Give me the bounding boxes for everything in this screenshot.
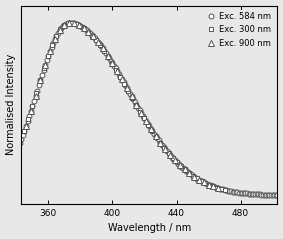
Exc. 900 nm [67, 21, 71, 24]
Exc. 900 nm [72, 22, 76, 25]
Exc. 900 nm [130, 95, 133, 98]
Exc. 900 nm [192, 175, 196, 178]
Exc. 900 nm [197, 178, 201, 181]
Line: Exc. 584 nm: Exc. 584 nm [17, 20, 280, 197]
Exc. 900 nm [173, 159, 177, 162]
Exc. 900 nm [48, 50, 52, 53]
Exc. 900 nm [212, 185, 215, 188]
Exc. 900 nm [91, 35, 95, 38]
Exc. 900 nm [44, 64, 47, 66]
Y-axis label: Normalised Intensity: Normalised Intensity [6, 54, 16, 155]
Exc. 900 nm [144, 120, 148, 122]
Exc. 300 nm [71, 22, 74, 25]
Exc. 900 nm [77, 24, 80, 27]
Exc. 584 nm [103, 49, 106, 52]
Exc. 900 nm [87, 30, 90, 33]
Exc. 900 nm [106, 54, 109, 57]
Exc. 900 nm [82, 27, 85, 29]
Exc. 300 nm [23, 129, 26, 132]
Exc. 300 nm [159, 141, 162, 144]
Line: Exc. 300 nm: Exc. 300 nm [22, 21, 227, 192]
Exc. 900 nm [29, 110, 33, 113]
Exc. 584 nm [18, 142, 21, 145]
Exc. 584 nm [189, 173, 193, 176]
Line: Exc. 900 nm: Exc. 900 nm [23, 20, 221, 191]
Exc. 900 nm [149, 127, 153, 130]
Exc. 900 nm [125, 87, 128, 89]
Exc. 900 nm [154, 135, 157, 137]
Exc. 300 nm [223, 188, 226, 191]
Exc. 584 nm [224, 189, 228, 192]
Exc. 900 nm [58, 29, 61, 32]
X-axis label: Wavelength / nm: Wavelength / nm [108, 223, 191, 234]
Exc. 300 nm [87, 30, 90, 33]
Exc. 900 nm [101, 47, 104, 50]
Exc. 900 nm [115, 70, 119, 73]
Exc. 900 nm [168, 153, 172, 156]
Exc. 900 nm [120, 78, 124, 81]
Exc. 584 nm [40, 74, 44, 76]
Exc. 900 nm [188, 172, 191, 175]
Exc. 900 nm [53, 38, 56, 41]
Exc. 900 nm [34, 94, 37, 97]
Exc. 900 nm [178, 164, 181, 167]
Exc. 900 nm [140, 112, 143, 114]
Exc. 584 nm [226, 189, 230, 192]
Exc. 900 nm [96, 41, 100, 43]
Exc. 900 nm [63, 23, 66, 26]
Exc. 300 nm [171, 156, 174, 159]
Exc. 900 nm [216, 187, 220, 190]
Exc. 300 nm [67, 22, 70, 24]
Exc. 900 nm [164, 148, 167, 151]
Exc. 900 nm [135, 103, 138, 106]
Legend: Exc. 584 nm, Exc. 300 nm, Exc. 900 nm: Exc. 584 nm, Exc. 300 nm, Exc. 900 nm [205, 10, 273, 50]
Exc. 584 nm [276, 194, 279, 196]
Exc. 584 nm [67, 21, 71, 24]
Exc. 300 nm [219, 187, 222, 190]
Exc. 900 nm [111, 62, 114, 65]
Exc. 900 nm [183, 168, 186, 171]
Exc. 900 nm [24, 125, 28, 127]
Exc. 300 nm [91, 34, 94, 37]
Exc. 900 nm [39, 79, 42, 82]
Exc. 900 nm [207, 183, 210, 186]
Exc. 584 nm [104, 52, 108, 54]
Exc. 900 nm [202, 181, 205, 184]
Exc. 900 nm [159, 141, 162, 144]
